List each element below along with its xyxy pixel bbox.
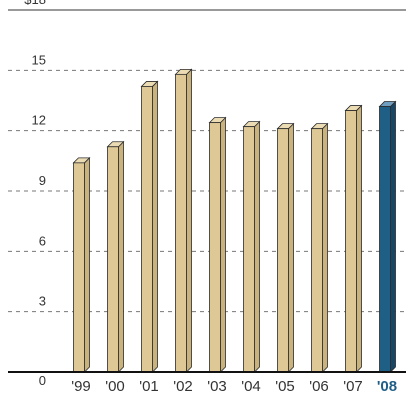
x-axis-category-labels: '99 '00 '01 '02 '03 '04 '05 '06 '07 '08 xyxy=(71,378,397,395)
bar-front xyxy=(141,86,153,373)
y-tick-label: 12 xyxy=(32,113,46,128)
bar-front xyxy=(175,73,187,373)
bar-front xyxy=(345,110,357,373)
x-category-label: '03 xyxy=(207,378,227,395)
bar-front xyxy=(107,146,119,373)
bar-front xyxy=(379,106,391,373)
bar-front xyxy=(243,126,255,373)
x-category-label: '05 xyxy=(275,378,295,395)
bar-front xyxy=(209,122,221,373)
bar-front xyxy=(277,128,289,373)
x-category-label: '99 xyxy=(71,378,91,395)
bar-0 xyxy=(72,156,91,373)
bar-5 xyxy=(242,120,261,373)
x-category-label: '02 xyxy=(173,378,193,395)
x-category-label: '06 xyxy=(309,378,329,395)
y-tick-label: $18 xyxy=(24,0,46,7)
bars xyxy=(72,68,397,373)
bar-side xyxy=(254,120,260,373)
bar-7 xyxy=(310,122,329,373)
bar-side xyxy=(356,104,362,373)
x-category-label: '01 xyxy=(139,378,159,395)
bar-side xyxy=(152,80,158,373)
y-tick-label: 9 xyxy=(39,173,46,188)
bar-front xyxy=(311,128,323,373)
bar-2 xyxy=(140,80,159,373)
x-category-label: '07 xyxy=(343,378,363,395)
bar-1 xyxy=(106,140,125,373)
bar-side xyxy=(288,122,294,373)
bar-front xyxy=(73,162,85,373)
y-axis-tick-labels: 0 3 6 9 12 15 $18 xyxy=(24,0,46,388)
bar-side xyxy=(322,122,328,373)
bar-side xyxy=(118,140,124,373)
x-category-label: '04 xyxy=(241,378,261,395)
y-tick-label: 3 xyxy=(39,294,46,309)
bar-side xyxy=(84,156,90,373)
bar-8 xyxy=(344,104,363,373)
bar-side xyxy=(220,116,226,373)
x-category-label: '08 xyxy=(377,378,397,395)
y-tick-label: 6 xyxy=(39,233,46,248)
bar-side xyxy=(390,100,396,373)
bar-4 xyxy=(208,116,227,373)
y-tick-label: 0 xyxy=(39,373,46,388)
bar-6 xyxy=(276,122,295,373)
x-category-label: '00 xyxy=(105,378,125,395)
bar-9 xyxy=(378,100,397,373)
bar-side xyxy=(186,68,192,373)
y-tick-label: 15 xyxy=(32,52,46,67)
bar-3 xyxy=(174,68,193,373)
